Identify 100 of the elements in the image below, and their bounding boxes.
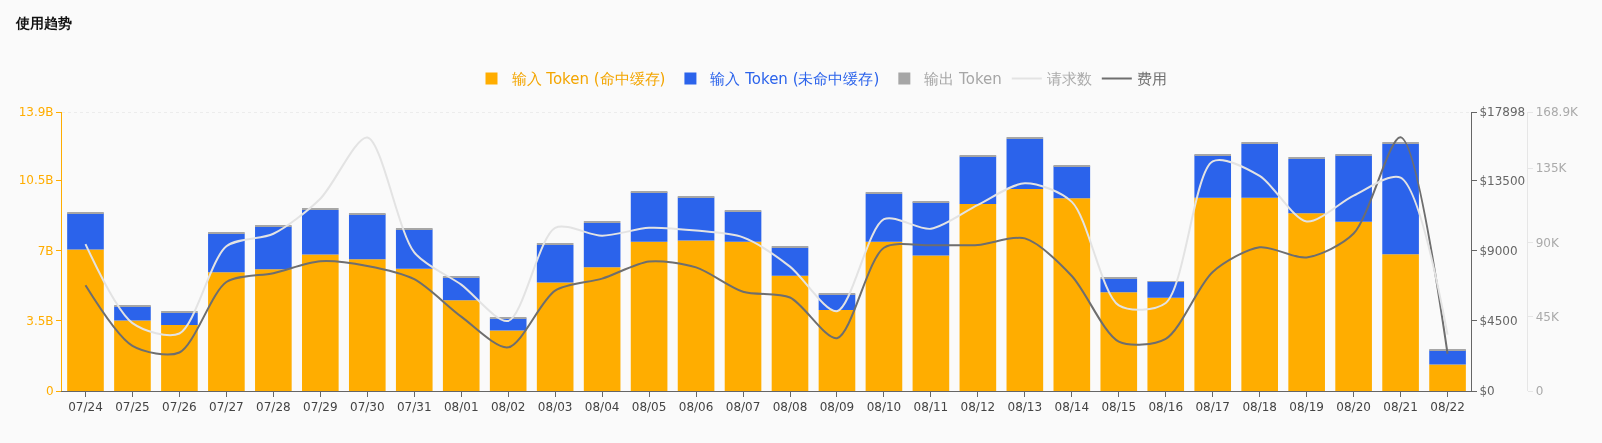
bar [114, 320, 151, 391]
x-tick-label: 08/18 [1242, 400, 1277, 415]
legend-label: 输入 Token (命中缓存) [511, 70, 666, 89]
bar [1382, 143, 1419, 255]
y2-tick-label: $0 [1479, 384, 1495, 399]
bar [583, 223, 621, 268]
x-tick-label: 08/12 [960, 400, 996, 415]
x-tick-label: 08/02 [490, 400, 526, 415]
bar [489, 318, 527, 331]
bar [208, 233, 245, 273]
x-tick-label: 08/10 [866, 400, 902, 415]
x-tick-label: 07/24 [68, 400, 103, 415]
bar [1053, 166, 1091, 199]
y2-tick-label: $13500 [1479, 173, 1526, 188]
y2-tick-label: $17898 [1479, 105, 1526, 120]
bar [677, 197, 715, 241]
bar [489, 330, 527, 391]
bar [1382, 254, 1419, 391]
x-tick-label: 08/15 [1101, 400, 1137, 415]
bar [67, 249, 104, 391]
bar [1335, 155, 1372, 222]
bar [1288, 158, 1325, 214]
bar [1194, 155, 1232, 198]
y3-tick-label: 90K [1535, 235, 1560, 250]
legend-label: 费用 [1136, 70, 1167, 89]
bar [583, 267, 621, 391]
bar [161, 312, 198, 325]
bar [724, 211, 762, 242]
x-tick-label: 08/11 [913, 400, 949, 415]
bar [1288, 213, 1325, 391]
legend-label: 输入 Token (未命中缓存) [710, 70, 880, 89]
bar [395, 229, 433, 269]
y3-tick-label: 135K [1535, 161, 1568, 176]
x-tick-label: 08/22 [1430, 400, 1465, 415]
x-tick-label: 07/31 [396, 400, 432, 415]
legend-label: 请求数 [1046, 70, 1092, 89]
y2-tick-label: $9000 [1479, 243, 1518, 258]
bar [1429, 364, 1466, 391]
bar [959, 203, 997, 391]
x-tick-label: 07/27 [209, 400, 244, 415]
bar [208, 272, 245, 391]
bar [865, 193, 903, 242]
bar [771, 275, 809, 391]
x-tick-label: 07/26 [162, 400, 197, 415]
x-tick-label: 08/01 [443, 400, 479, 415]
x-tick-label: 08/16 [1148, 400, 1184, 415]
bar [395, 268, 433, 391]
bar [1100, 278, 1138, 293]
x-tick-label: 08/20 [1336, 400, 1371, 415]
y2-tick-label: $4500 [1479, 314, 1518, 329]
x-tick-label: 07/28 [256, 400, 291, 415]
x-tick-label: 08/17 [1195, 400, 1231, 415]
x-tick-label: 08/08 [772, 400, 808, 415]
bar [630, 241, 668, 391]
x-tick-label: 08/05 [631, 400, 667, 415]
bar [912, 255, 950, 391]
bar [1100, 292, 1138, 391]
bar [1241, 197, 1278, 391]
bar [1006, 188, 1044, 391]
bar [912, 202, 950, 256]
x-tick-label: 08/13 [1007, 400, 1043, 415]
legend-label: 输出 Token [924, 70, 1002, 89]
bar [1241, 143, 1278, 198]
y3-tick-label: 45K [1535, 309, 1560, 324]
x-tick-label: 07/25 [115, 400, 150, 415]
bar [1006, 138, 1044, 189]
bar [302, 254, 339, 391]
bar [1194, 197, 1232, 391]
x-tick-label: 08/09 [819, 400, 855, 415]
bar [161, 324, 198, 391]
chart-title: 使用趋势 [15, 14, 73, 31]
bar [302, 209, 339, 255]
x-tick-label: 08/21 [1383, 400, 1418, 415]
bar [255, 269, 292, 391]
y-tick-label: 13.9B [18, 105, 54, 120]
bar [536, 244, 574, 283]
bar [630, 192, 668, 242]
y-tick-label: 10.5B [18, 173, 54, 188]
bar [1335, 221, 1372, 391]
bar [818, 309, 856, 391]
bar [1147, 281, 1185, 298]
y-tick-label: 0 [45, 384, 54, 399]
x-tick-label: 08/04 [584, 400, 620, 415]
x-tick-label: 08/14 [1054, 400, 1090, 415]
bar [1053, 198, 1091, 391]
bar [865, 241, 903, 391]
bar [67, 213, 104, 250]
bar [536, 282, 574, 391]
bar [114, 306, 151, 321]
bar [959, 156, 997, 204]
bar [348, 214, 386, 260]
bar [442, 300, 480, 391]
x-tick-label: 08/07 [725, 400, 761, 415]
bar [771, 247, 809, 276]
x-tick-label: 08/19 [1289, 400, 1324, 415]
x-tick-label: 07/29 [303, 400, 338, 415]
y-tick-label: 3.5B [26, 313, 54, 328]
bar [255, 226, 292, 270]
y-tick-label: 7B [37, 243, 54, 258]
x-tick-label: 08/06 [678, 400, 714, 415]
